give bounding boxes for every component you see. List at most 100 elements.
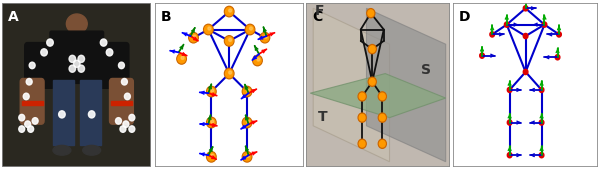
Circle shape: [19, 114, 25, 121]
Circle shape: [378, 92, 386, 101]
Circle shape: [120, 126, 126, 132]
Circle shape: [247, 154, 250, 157]
Circle shape: [368, 45, 376, 54]
Circle shape: [359, 140, 365, 147]
Circle shape: [555, 55, 560, 60]
Circle shape: [193, 35, 196, 38]
Text: B: B: [161, 10, 172, 24]
Circle shape: [242, 117, 252, 128]
Circle shape: [523, 69, 528, 75]
FancyBboxPatch shape: [110, 79, 133, 124]
Circle shape: [25, 121, 31, 128]
Circle shape: [23, 93, 29, 100]
Circle shape: [208, 87, 215, 96]
Circle shape: [208, 118, 215, 127]
Circle shape: [370, 79, 375, 85]
Circle shape: [78, 65, 85, 72]
Circle shape: [205, 26, 212, 34]
Circle shape: [370, 46, 375, 52]
Circle shape: [129, 126, 135, 132]
Circle shape: [88, 111, 95, 118]
Text: D: D: [459, 10, 470, 24]
Text: F: F: [314, 4, 324, 18]
Bar: [111, 100, 132, 105]
Circle shape: [253, 55, 262, 66]
Circle shape: [359, 114, 365, 121]
Circle shape: [359, 93, 365, 100]
Circle shape: [32, 118, 38, 124]
Circle shape: [206, 86, 216, 97]
Circle shape: [244, 153, 251, 161]
FancyBboxPatch shape: [25, 42, 55, 88]
Circle shape: [378, 113, 386, 122]
Circle shape: [247, 120, 250, 123]
Bar: [53, 80, 74, 145]
Circle shape: [508, 87, 512, 92]
Circle shape: [508, 120, 512, 125]
Circle shape: [539, 152, 544, 158]
Circle shape: [211, 120, 214, 123]
Ellipse shape: [67, 14, 87, 34]
Circle shape: [178, 55, 185, 63]
Text: S: S: [421, 63, 431, 76]
Circle shape: [229, 71, 232, 74]
Circle shape: [229, 38, 232, 41]
Text: C: C: [312, 10, 322, 24]
Circle shape: [542, 22, 547, 27]
Circle shape: [41, 49, 47, 56]
Circle shape: [211, 89, 214, 92]
Circle shape: [358, 113, 366, 122]
Circle shape: [242, 86, 252, 97]
Circle shape: [106, 49, 113, 56]
Circle shape: [242, 152, 252, 162]
Circle shape: [257, 58, 260, 61]
Circle shape: [229, 9, 232, 12]
Circle shape: [244, 87, 251, 96]
Circle shape: [69, 55, 76, 63]
Circle shape: [211, 154, 214, 157]
Circle shape: [260, 32, 269, 43]
Circle shape: [29, 62, 35, 69]
Circle shape: [379, 93, 385, 100]
Circle shape: [78, 55, 85, 63]
Bar: [80, 80, 101, 145]
Circle shape: [480, 53, 484, 58]
Circle shape: [265, 35, 267, 38]
Circle shape: [247, 26, 254, 34]
Circle shape: [245, 24, 255, 35]
Circle shape: [523, 6, 528, 11]
Circle shape: [367, 9, 375, 18]
Circle shape: [28, 126, 34, 132]
Circle shape: [505, 22, 509, 27]
Circle shape: [490, 32, 494, 37]
Circle shape: [378, 139, 386, 148]
Circle shape: [226, 7, 233, 16]
Circle shape: [368, 77, 376, 86]
Circle shape: [508, 152, 512, 158]
Circle shape: [19, 126, 25, 132]
Circle shape: [539, 87, 544, 92]
Circle shape: [129, 114, 135, 121]
Circle shape: [523, 33, 528, 39]
Circle shape: [208, 153, 215, 161]
Circle shape: [208, 27, 211, 30]
Circle shape: [69, 65, 76, 72]
Bar: [22, 100, 43, 105]
Circle shape: [123, 121, 129, 128]
Circle shape: [26, 79, 32, 85]
Circle shape: [206, 152, 216, 162]
FancyBboxPatch shape: [50, 31, 104, 83]
Ellipse shape: [83, 145, 101, 155]
Circle shape: [358, 92, 366, 101]
Polygon shape: [313, 8, 389, 162]
FancyBboxPatch shape: [20, 79, 44, 124]
FancyBboxPatch shape: [99, 42, 129, 88]
Circle shape: [247, 89, 250, 92]
Circle shape: [47, 39, 53, 46]
Circle shape: [115, 118, 121, 124]
Circle shape: [368, 10, 374, 16]
Circle shape: [121, 79, 127, 85]
Circle shape: [74, 60, 80, 67]
Bar: [71, 26, 83, 36]
Circle shape: [224, 68, 234, 79]
